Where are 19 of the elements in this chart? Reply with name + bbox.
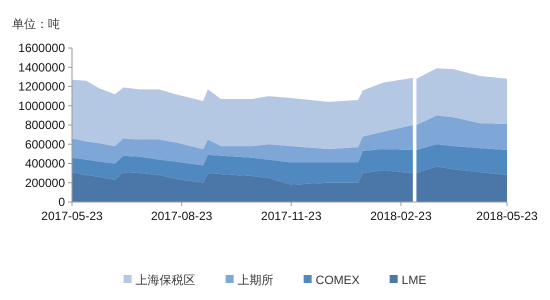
x-tick-label: 2017-05-23: [41, 209, 104, 223]
y-tick-label: 0: [58, 195, 66, 209]
y-tick-label: 600000: [24, 137, 66, 152]
y-tick-label: 1600000: [18, 41, 66, 55]
x-tick-label: 2017-08-23: [150, 209, 213, 223]
y-tick-label: 400000: [24, 156, 66, 170]
x-tick-label: 2018-05-23: [476, 209, 538, 223]
x-tick-label: 2017-11-23: [261, 209, 322, 223]
y-axis-title: 单位：吨: [12, 17, 60, 31]
legend-label: LME: [402, 273, 426, 287]
legend-label: 上期所: [238, 273, 274, 287]
legend-label: 上海保税区: [136, 273, 196, 287]
y-tick-label: 1000000: [18, 98, 66, 113]
x-tick-label: 2018-02-23: [370, 209, 432, 223]
y-tick-label: 200000: [24, 176, 66, 190]
legend-label: COMEX: [316, 273, 360, 287]
y-tick-label: 1400000: [18, 60, 66, 74]
y-tick-label: 800000: [24, 118, 66, 132]
y-tick-label: 1200000: [18, 80, 66, 94]
